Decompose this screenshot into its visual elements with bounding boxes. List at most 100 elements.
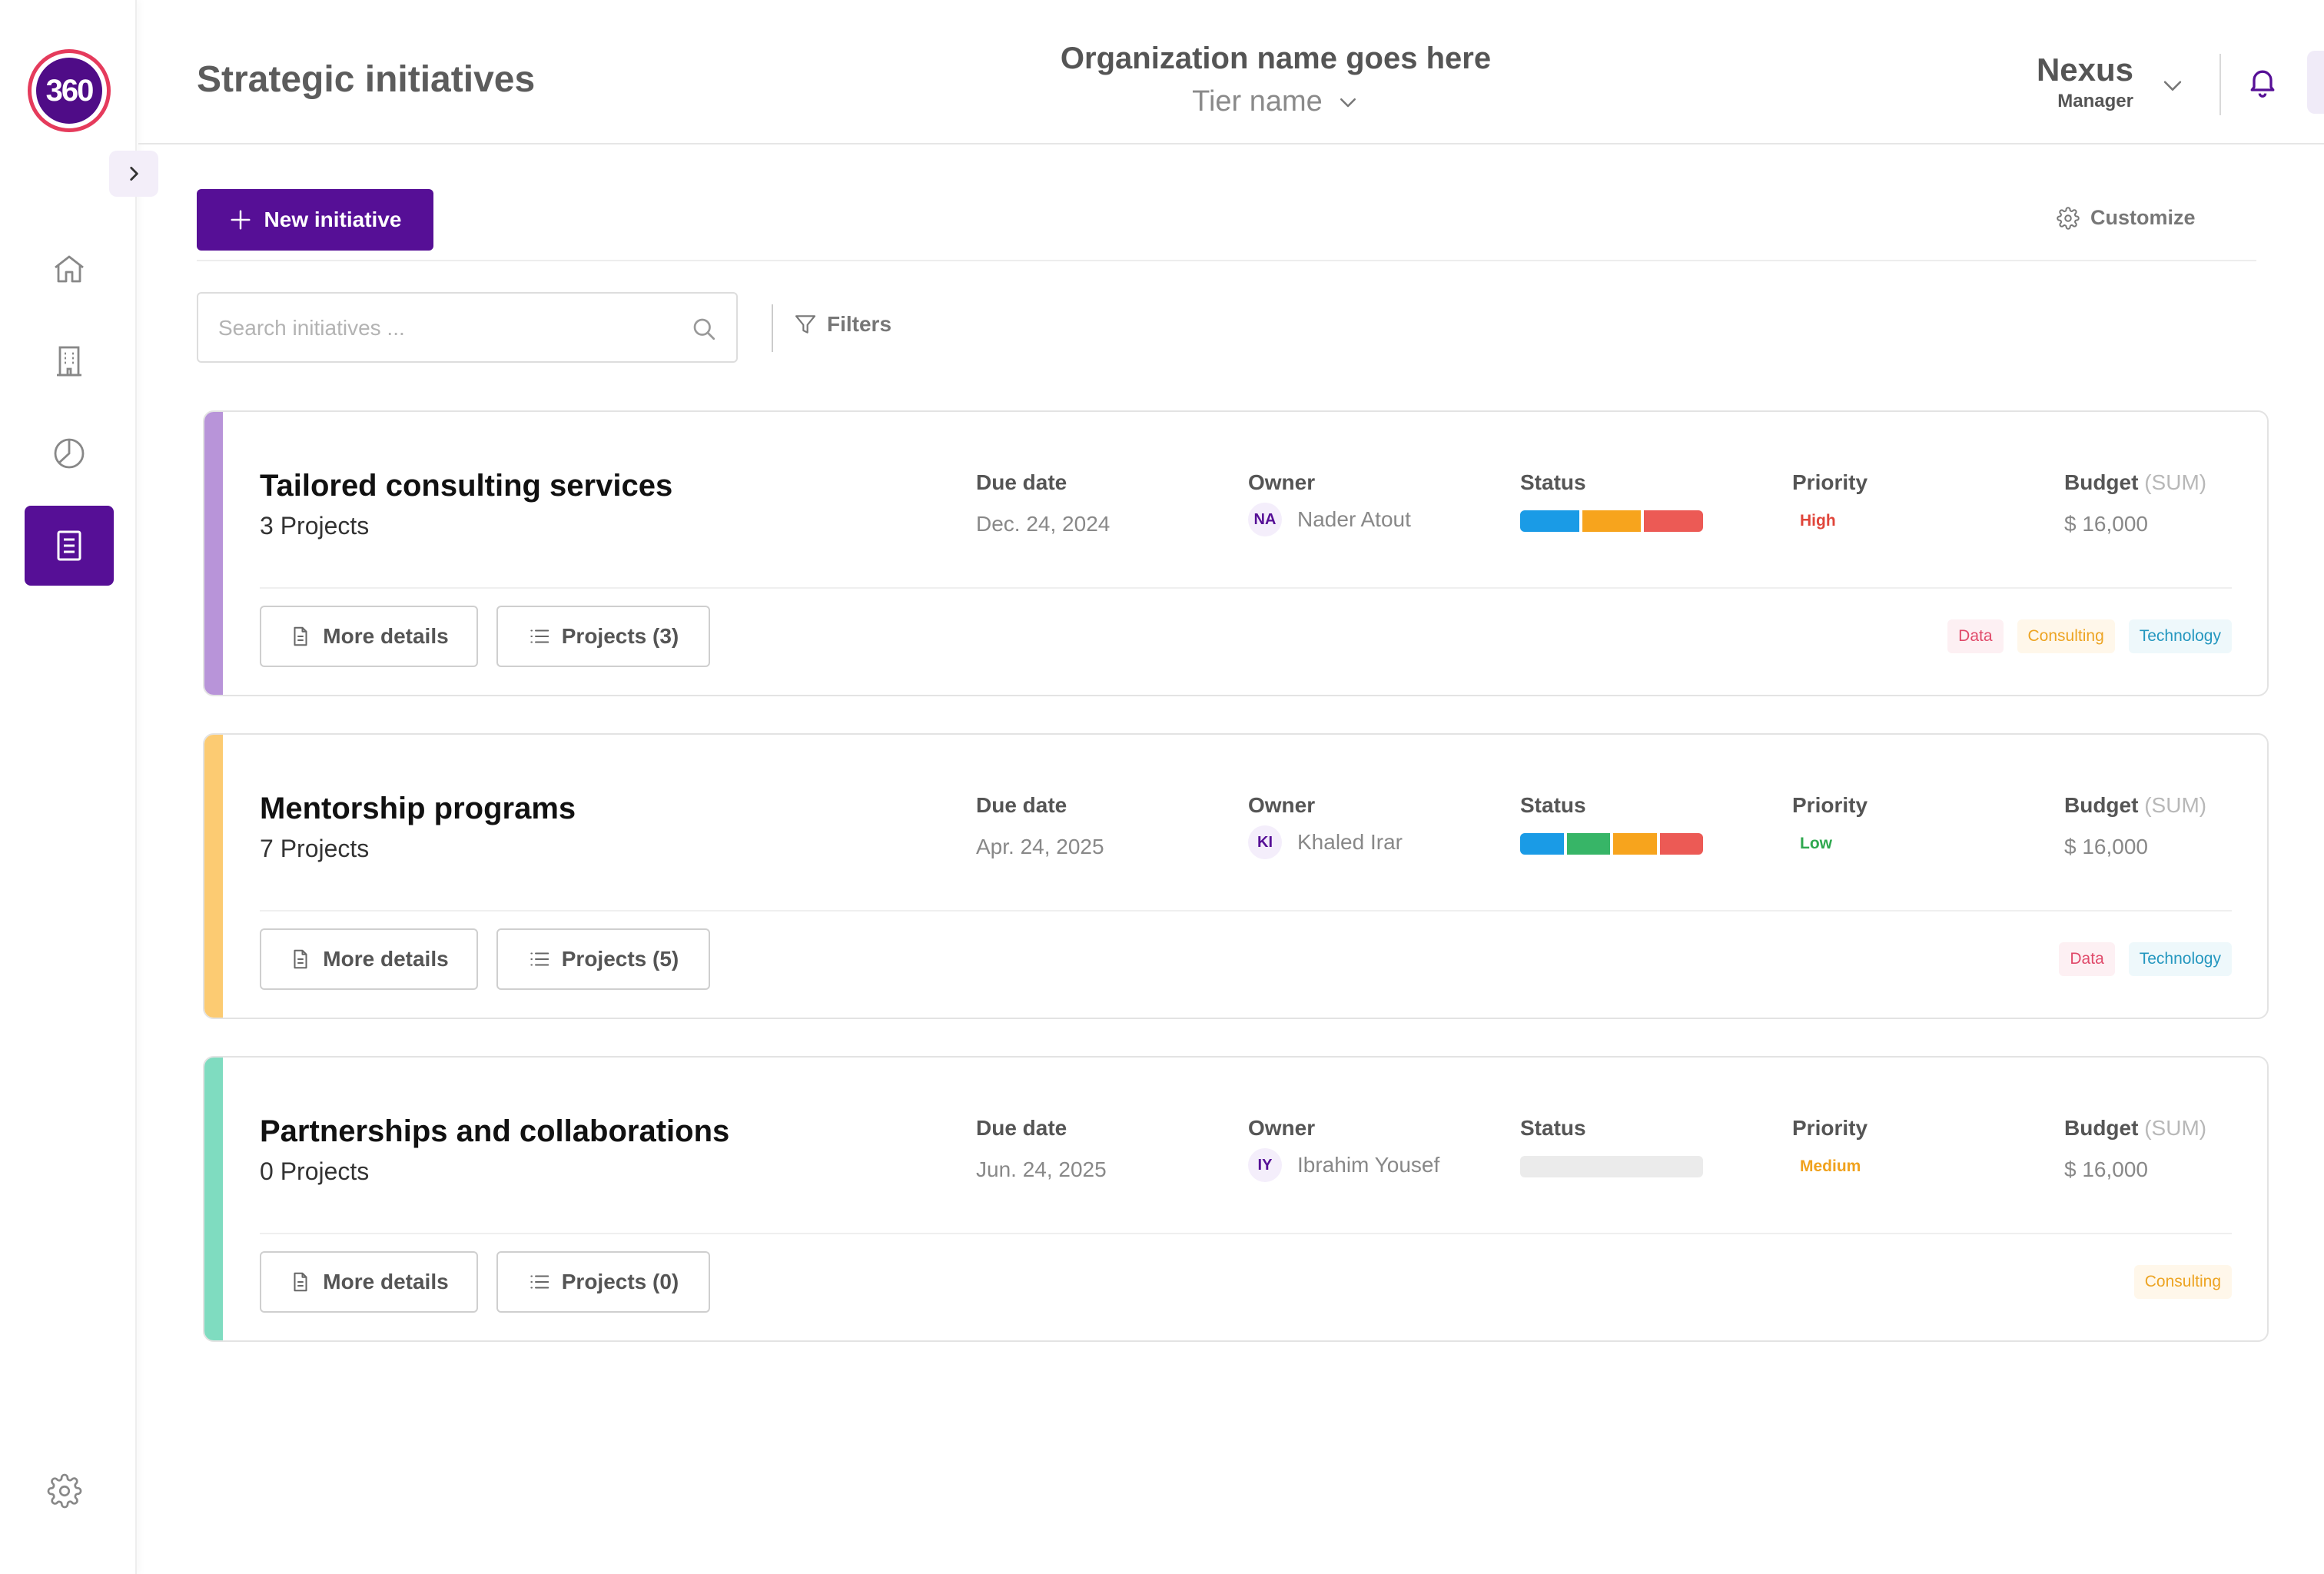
projects-button[interactable]: Projects (5) xyxy=(496,928,710,990)
budget-value: $ 16,000 xyxy=(2064,1157,2148,1181)
chevron-down-icon[interactable] xyxy=(2160,72,2186,98)
budget-label: Budget (SUM) xyxy=(2064,793,2206,818)
page-title: Strategic initiatives xyxy=(197,59,536,100)
document-icon xyxy=(294,949,307,969)
priority-label: Priority xyxy=(1792,470,1868,494)
user-menu[interactable]: Nexus Manager xyxy=(1898,54,2133,112)
owner-name: Khaled Irar xyxy=(1297,830,1403,854)
toolbar-divider xyxy=(197,260,2256,261)
initiatives-icon xyxy=(57,530,81,561)
initiative-title[interactable]: Partnerships and collaborations xyxy=(260,1114,730,1148)
priority-label: Priority xyxy=(1792,1116,1868,1140)
filter-separator xyxy=(772,304,773,352)
priority-value: Medium xyxy=(1800,1157,1861,1175)
plus-icon xyxy=(231,210,251,230)
tag-list: Data Technology xyxy=(2059,942,2232,976)
sidebar-item-home[interactable] xyxy=(25,229,114,309)
sidebar-item-reports[interactable] xyxy=(25,413,114,493)
customize-button[interactable]: Customize xyxy=(2057,206,2196,230)
more-details-button[interactable]: More details xyxy=(260,1251,478,1313)
list-icon xyxy=(530,952,549,966)
more-details-button[interactable]: More details xyxy=(260,928,478,990)
owner-initials: NA xyxy=(1248,503,1282,536)
search-input[interactable] xyxy=(218,310,664,346)
projects-button[interactable]: Projects (3) xyxy=(496,606,710,667)
pie-chart-icon xyxy=(54,438,85,469)
sidebar: 360 xyxy=(0,0,158,1574)
sidebar-item-organization[interactable] xyxy=(25,321,114,401)
budget-label-text: Budget xyxy=(2064,1116,2139,1140)
status-segment xyxy=(1582,510,1642,532)
filters-button[interactable]: Filters xyxy=(793,312,891,337)
initiative-projects-count: 0 Projects xyxy=(260,1157,370,1185)
budget-label: Budget (SUM) xyxy=(2064,470,2206,495)
owner[interactable]: IY Ibrahim Yousef xyxy=(1248,1148,1439,1182)
budget-sum-suffix: (SUM) xyxy=(2144,1116,2207,1140)
tag-list: Data Consulting Technology xyxy=(1947,619,2232,653)
status-bar xyxy=(1520,510,1703,532)
initiative-title[interactable]: Mentorship programs xyxy=(260,792,576,825)
new-initiative-label: New initiative xyxy=(264,208,402,231)
budget-sum-suffix: (SUM) xyxy=(2144,793,2207,817)
sidebar-expand-button[interactable] xyxy=(109,151,158,197)
document-icon xyxy=(294,1272,307,1292)
tag-data: Data xyxy=(2059,942,2115,976)
projects-button-label: Projects (5) xyxy=(561,947,679,971)
chevron-down-icon xyxy=(1340,98,1356,107)
priority-value: High xyxy=(1800,512,1836,530)
app-logo[interactable]: 360 xyxy=(28,49,111,132)
due-date-value: Dec. 24, 2024 xyxy=(976,512,1111,536)
tag-technology: Technology xyxy=(2128,619,2232,653)
more-details-button[interactable]: More details xyxy=(260,606,478,667)
status-segment xyxy=(1520,510,1579,532)
tag-data: Data xyxy=(1947,619,2004,653)
building-icon xyxy=(57,346,81,377)
budget-sum-suffix: (SUM) xyxy=(2144,470,2207,494)
top-header: Strategic initiatives Organization name … xyxy=(138,0,2324,144)
search-icon[interactable] xyxy=(690,315,718,343)
more-details-label: More details xyxy=(323,947,449,971)
bell-icon[interactable] xyxy=(2246,65,2279,98)
status-segment xyxy=(1520,833,1564,855)
budget-label: Budget (SUM) xyxy=(2064,1116,2206,1141)
budget-label-text: Budget xyxy=(2064,793,2139,817)
owner[interactable]: NA Nader Atout xyxy=(1248,503,1411,536)
card-accent xyxy=(204,735,223,1018)
avatar[interactable] xyxy=(2307,51,2324,114)
card-divider xyxy=(260,910,2232,912)
priority-value: Low xyxy=(1800,835,1832,852)
list-icon xyxy=(530,1275,549,1289)
owner-label: Owner xyxy=(1248,793,1316,817)
status-bar xyxy=(1520,833,1703,855)
header-divider xyxy=(2219,54,2221,115)
budget-value: $ 16,000 xyxy=(2064,835,2148,858)
status-label: Status xyxy=(1520,793,1586,817)
projects-button[interactable]: Projects (0) xyxy=(496,1251,710,1313)
owner[interactable]: KI Khaled Irar xyxy=(1248,825,1403,859)
tag-consulting: Consulting xyxy=(2017,619,2115,653)
projects-button-label: Projects (3) xyxy=(561,624,679,648)
status-segment xyxy=(1613,833,1657,855)
initiative-card: Partnerships and collaborations 0 Projec… xyxy=(203,1056,2269,1342)
initiative-projects-count: 3 Projects xyxy=(260,512,370,540)
sidebar-item-initiatives[interactable] xyxy=(25,506,114,586)
sidebar-settings[interactable] xyxy=(43,1469,86,1513)
tag-technology: Technology xyxy=(2128,942,2232,976)
chevron-right-icon xyxy=(130,167,138,181)
user-icon xyxy=(2319,63,2324,101)
initiative-card: Mentorship programs 7 Projects Due date … xyxy=(203,733,2269,1019)
owner-name: Ibrahim Yousef xyxy=(1297,1153,1440,1177)
document-icon xyxy=(294,626,307,646)
new-initiative-button[interactable]: New initiative xyxy=(197,189,433,251)
search-box xyxy=(197,292,738,363)
initiative-card: Tailored consulting services 3 Projects … xyxy=(203,410,2269,696)
tier-name: Tier name xyxy=(1192,85,1323,118)
organization-selector[interactable]: Organization name goes here Tier name xyxy=(999,42,1552,118)
customize-label: Customize xyxy=(2090,206,2196,229)
filters-label: Filters xyxy=(827,312,892,336)
due-date-label: Due date xyxy=(976,470,1067,494)
card-divider xyxy=(260,1233,2232,1234)
tier-selector[interactable]: Tier name xyxy=(1192,85,1360,118)
initiative-title[interactable]: Tailored consulting services xyxy=(260,469,673,503)
funnel-icon xyxy=(795,315,816,334)
